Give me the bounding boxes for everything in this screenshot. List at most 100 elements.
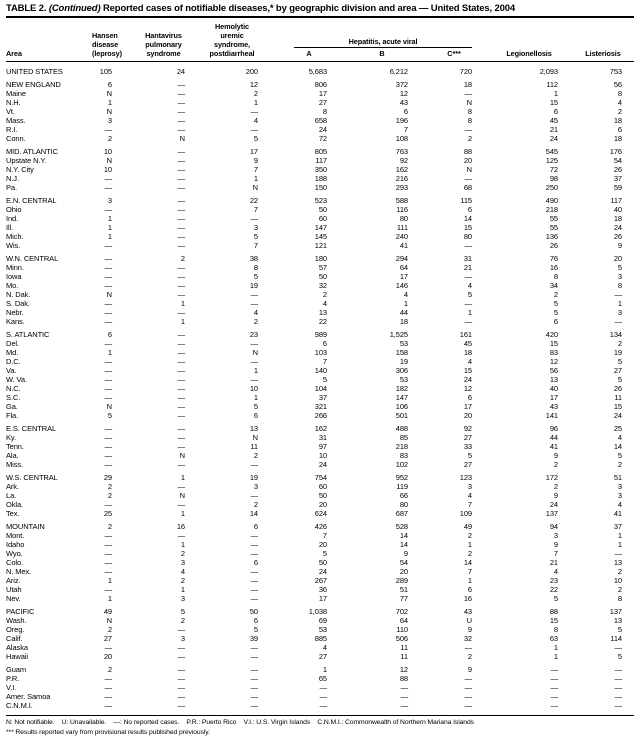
value-cell: 1 [107, 214, 112, 223]
value-cell: 2 [553, 482, 558, 491]
value-cell: — [104, 692, 113, 701]
value-cell: 763 [395, 147, 408, 156]
value-cell: 117 [610, 196, 622, 205]
value-cell: N [252, 433, 258, 442]
value-cell: 20 [463, 156, 472, 165]
value-cell: — [177, 652, 186, 661]
table-bottom-rule [6, 715, 634, 716]
value-cell: — [104, 424, 113, 433]
value-cell: 289 [395, 576, 408, 585]
value-cell: — [614, 549, 623, 558]
value-cell: 11 [250, 442, 258, 451]
value-cell: 105 [99, 67, 112, 76]
area-cell: La. [6, 491, 17, 500]
table-row: W.N. CENTRAL — 2 38 180 294 31 76 20 [6, 254, 634, 263]
title-prefix: TABLE 2. [6, 3, 49, 14]
table-row: Ohio — — 7 50 116 6 218 40 [6, 205, 634, 214]
value-cell: 92 [399, 156, 408, 165]
value-cell: 3 [617, 308, 622, 317]
value-cell: 14 [613, 442, 622, 451]
value-cell: 77 [399, 594, 408, 603]
value-cell: 53 [318, 625, 327, 634]
value-cell: 49 [463, 522, 472, 531]
value-cell: 5 [180, 607, 185, 616]
value-cell: — [250, 491, 259, 500]
value-cell: — [464, 174, 473, 183]
value-cell: 24 [463, 375, 472, 384]
value-cell: 21 [549, 558, 558, 567]
value-cell: — [464, 692, 473, 701]
value-cell: 240 [395, 232, 408, 241]
value-cell: 53 [399, 339, 408, 348]
value-cell: 952 [395, 473, 408, 482]
table-row: Minn. — — 8 57 64 21 16 5 [6, 263, 634, 272]
value-cell: 1 [553, 652, 558, 661]
value-cell: 1 [107, 98, 112, 107]
value-cell: — [177, 393, 186, 402]
value-cell: — [250, 375, 259, 384]
table-row: Miss. — — — 24 102 27 2 2 [6, 460, 634, 469]
value-cell: 10 [249, 384, 258, 393]
value-cell: 4 [467, 491, 472, 500]
value-cell: 64 [399, 616, 408, 625]
value-cell: 104 [314, 384, 327, 393]
value-cell: — [104, 254, 113, 263]
table-group: MID. ATLANTIC 10—17 805 763 88 545 176 Upstate … [6, 147, 634, 192]
value-cell: 12 [463, 384, 472, 393]
table-row: E.S. CENTRAL — — 13 162 488 92 96 25 [6, 424, 634, 433]
table-row: Iowa — — 5 50 17 — 8 3 [6, 272, 634, 281]
value-cell: 20 [613, 254, 622, 263]
value-cell: — [177, 411, 186, 420]
table-row: Wis. — — 7 121 41 — 26 9 [6, 241, 634, 250]
value-cell: 55 [549, 214, 558, 223]
value-cell: — [104, 263, 113, 272]
value-cell: 1 [403, 299, 408, 308]
area-cell: W.S. CENTRAL [6, 473, 58, 482]
value-cell: 1 [553, 643, 558, 652]
value-cell: 50 [249, 607, 258, 616]
table-row: Alaska — — — 4 11 — 1 — [6, 643, 634, 652]
table-group: E.N. CENTRAL 3—22 523 588 115 490 117 Ohio — —7 50… [6, 196, 634, 250]
value-cell: 3 [617, 491, 622, 500]
value-cell: 37 [318, 393, 327, 402]
value-cell: N [106, 402, 112, 411]
value-cell: 3 [107, 116, 112, 125]
area-cell: N. Dak. [6, 290, 31, 299]
table-group: S. ATLANTIC 6—23 989 1,525 161 420 134 Del. — — —6… [6, 330, 634, 420]
value-cell: 125 [545, 156, 558, 165]
value-cell: 1 [253, 366, 258, 375]
value-cell: N [252, 348, 258, 357]
value-cell: 218 [395, 442, 408, 451]
value-cell: — [177, 98, 186, 107]
table-row: Mont. — — — 7 14 2 3 1 [6, 531, 634, 540]
value-cell: — [614, 674, 623, 683]
value-cell: — [550, 692, 559, 701]
value-cell: 14 [463, 214, 472, 223]
value-cell: 7 [553, 549, 558, 558]
table-row: Conn. 2 N 5 72 108 2 24 18 [6, 134, 634, 143]
value-cell: — [104, 674, 113, 683]
table-group: Guam 2— —1 12 9— — P.R. — — —65 88— — — V.I. — — — — — — — — A… [6, 665, 634, 710]
table-row: N. Dak. N — — 2 4 5 2 — [6, 290, 634, 299]
area-cell: Amer. Samoa [6, 692, 51, 701]
value-cell: 76 [549, 254, 558, 263]
value-cell: 11 [614, 393, 622, 402]
value-cell: — [177, 674, 186, 683]
value-cell: 119 [396, 482, 408, 491]
value-cell: 4 [467, 357, 472, 366]
value-cell: — [177, 375, 186, 384]
value-cell: 51 [613, 473, 622, 482]
value-cell: — [104, 375, 113, 384]
value-cell: 5 [467, 451, 472, 460]
value-cell: 1 [107, 348, 112, 357]
value-cell: 2 [253, 500, 258, 509]
value-cell: 3 [253, 482, 258, 491]
value-cell: 26 [613, 384, 622, 393]
table-row: MID. ATLANTIC 10 — 17 805 763 88 545 176 [6, 147, 634, 156]
value-cell: N [179, 451, 185, 460]
value-cell: — [104, 241, 113, 250]
value-cell: 20 [103, 652, 112, 661]
area-cell: Mont. [6, 531, 25, 540]
table-row: Guam 2 — — 1 12 9 — — [6, 665, 634, 674]
value-cell: — [177, 348, 186, 357]
